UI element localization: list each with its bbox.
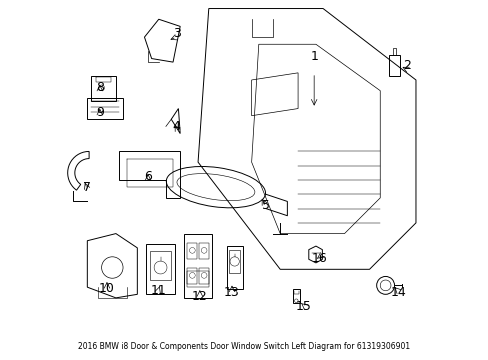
Text: 14: 14 bbox=[389, 286, 405, 299]
Text: 9: 9 bbox=[96, 105, 103, 119]
Text: 8: 8 bbox=[96, 81, 103, 94]
Text: 13: 13 bbox=[224, 286, 240, 299]
Text: 5: 5 bbox=[262, 198, 269, 212]
Text: 4: 4 bbox=[172, 120, 180, 133]
Text: 2: 2 bbox=[402, 59, 410, 72]
Text: 15: 15 bbox=[295, 300, 311, 313]
Text: 6: 6 bbox=[144, 170, 152, 183]
Text: 12: 12 bbox=[192, 289, 207, 303]
Text: 10: 10 bbox=[99, 283, 115, 296]
Text: 3: 3 bbox=[172, 27, 180, 40]
Text: 11: 11 bbox=[151, 284, 166, 297]
Text: 7: 7 bbox=[83, 181, 91, 194]
Text: 16: 16 bbox=[311, 252, 327, 265]
Text: 2016 BMW i8 Door & Components Door Window Switch Left Diagram for 61319306901: 2016 BMW i8 Door & Components Door Windo… bbox=[78, 342, 410, 351]
Text: 1: 1 bbox=[309, 50, 318, 63]
